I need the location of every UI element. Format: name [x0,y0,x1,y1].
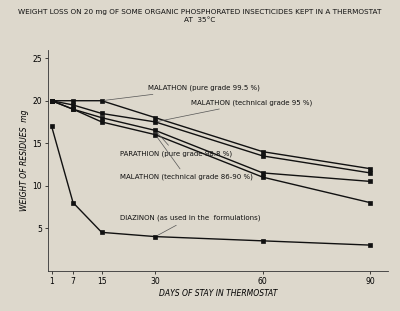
Text: MALATHON (technical grade 86-90 %): MALATHON (technical grade 86-90 %) [120,137,252,180]
Text: PARATHION (pure grade 98.8 %): PARATHION (pure grade 98.8 %) [120,132,232,157]
X-axis label: DAYS OF STAY IN THERMOSTAT: DAYS OF STAY IN THERMOSTAT [159,289,277,298]
Text: DIAZINON (as used in the  formulations): DIAZINON (as used in the formulations) [120,215,260,235]
Text: WEIGHT LOSS ON 20 mg OF SOME ORGANIC PHOSPHORATED INSECTICIDES KEPT IN A THERMOS: WEIGHT LOSS ON 20 mg OF SOME ORGANIC PHO… [18,9,382,23]
Text: MALATHON (technical grade 95 %): MALATHON (technical grade 95 %) [158,99,312,121]
Y-axis label: WEIGHT OF RESIDUES  mg: WEIGHT OF RESIDUES mg [20,109,29,211]
Text: MALATHON (pure grade 99.5 %): MALATHON (pure grade 99.5 %) [104,85,260,100]
